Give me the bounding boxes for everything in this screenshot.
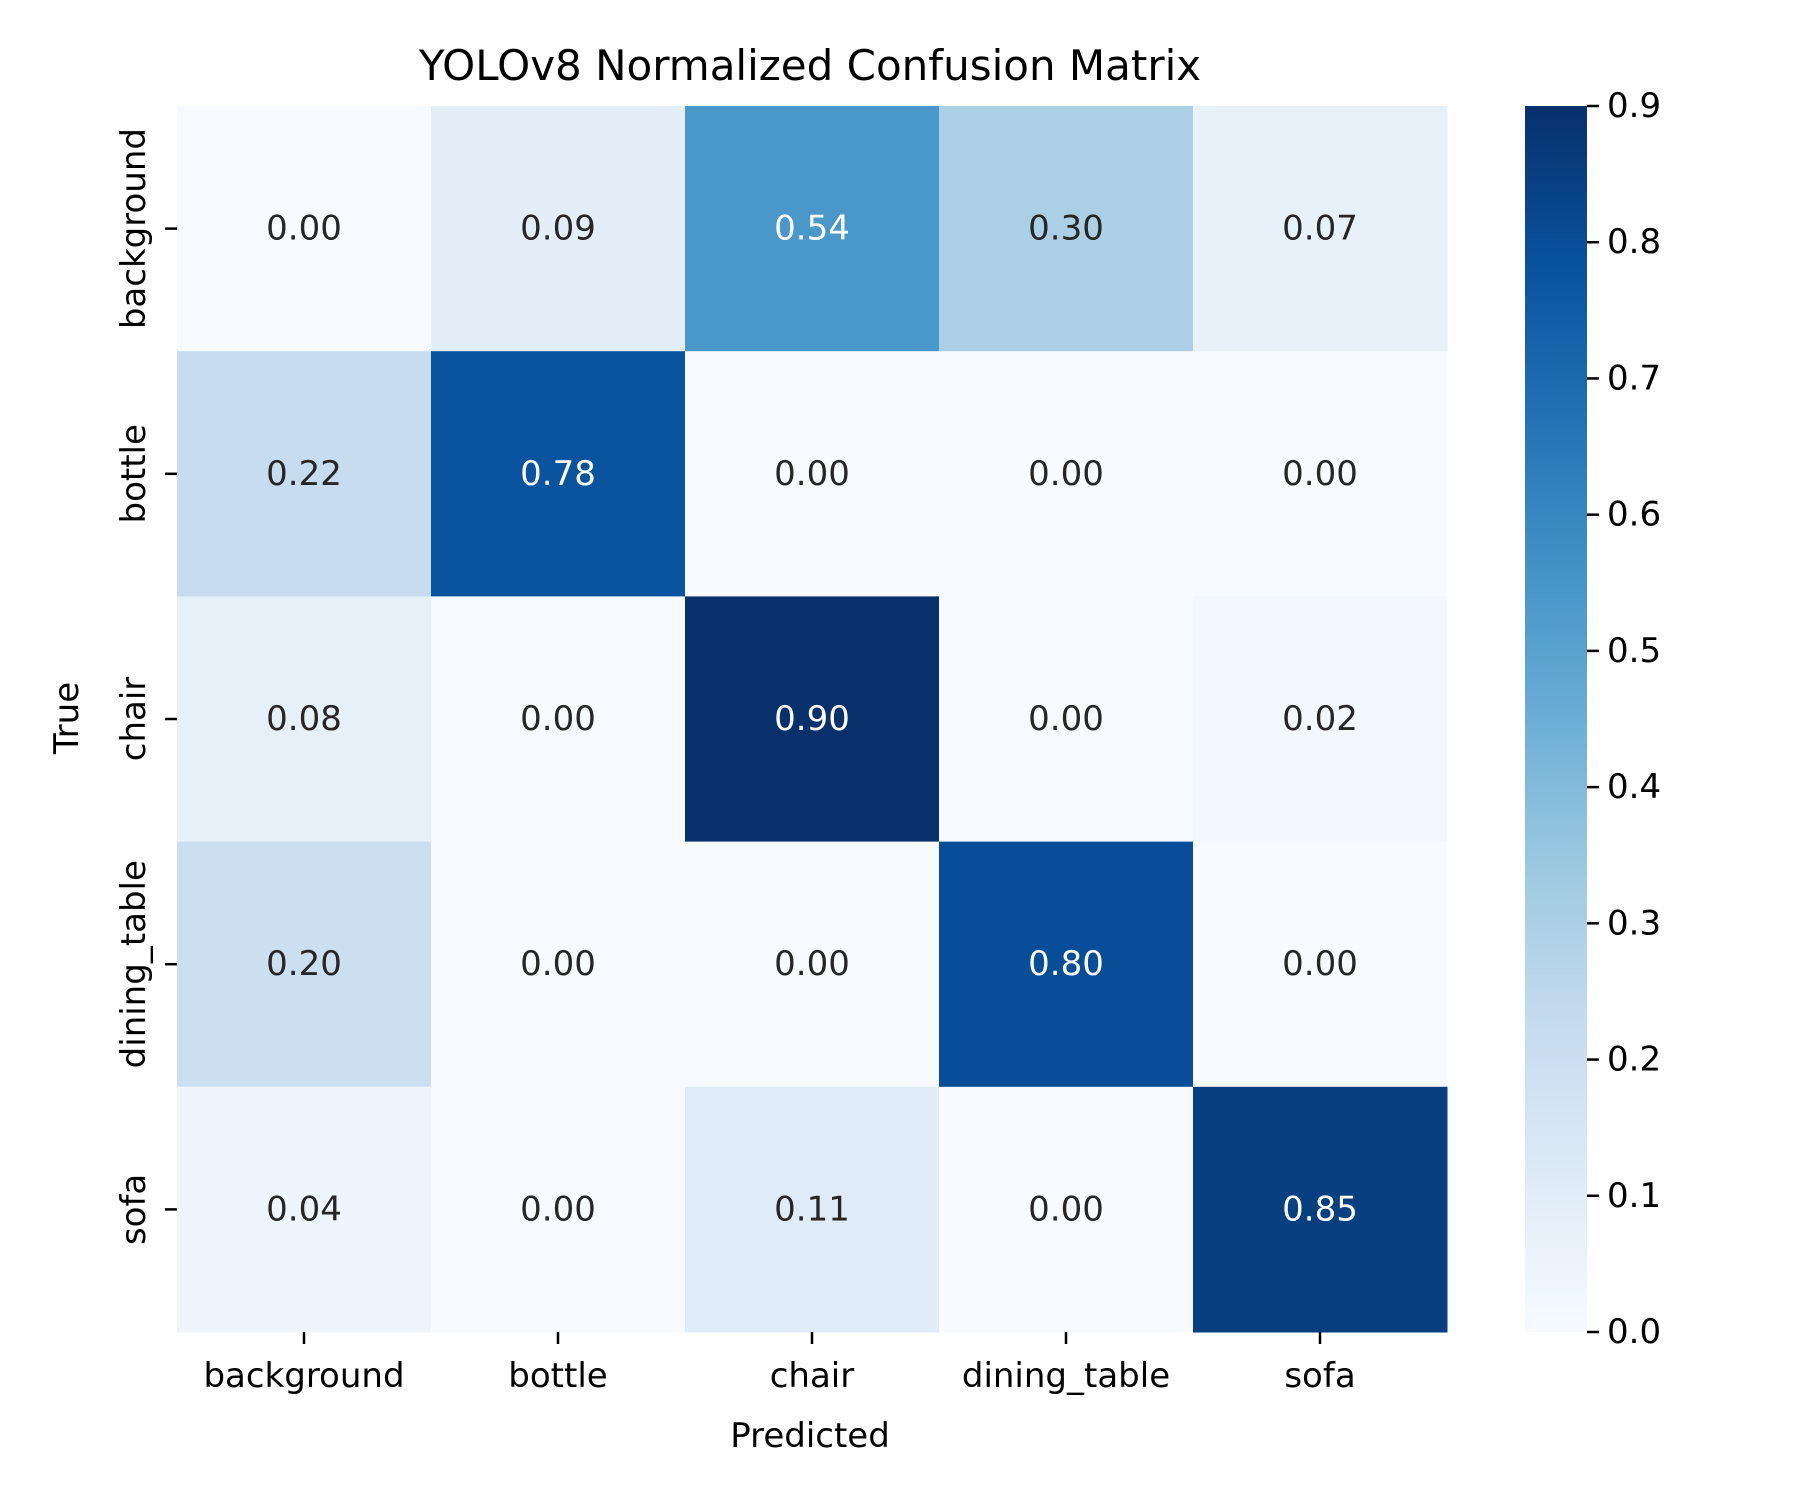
heatmap-cell (939, 841, 1194, 1088)
x-tick-label: background (203, 1356, 404, 1396)
cell-value-label: 0.80 (1028, 944, 1104, 984)
heatmap-cell (1193, 841, 1448, 1088)
x-axis-label: Predicted (730, 1416, 890, 1456)
heatmap-cell (685, 841, 940, 1088)
heatmap-cell (177, 1086, 432, 1333)
y-tick-label: sofa (114, 1174, 154, 1245)
y-axis-label: True (47, 682, 87, 755)
y-tick-label: dining_table (114, 860, 154, 1068)
cell-value-label: 0.54 (774, 209, 850, 249)
cell-value-label: 0.85 (1282, 1189, 1358, 1229)
cell-value-label: 0.02 (1282, 699, 1358, 739)
heatmap-cell (685, 351, 940, 597)
colorbar-tick-label: 0.7 (1607, 358, 1661, 398)
y-tick-label: bottle (114, 424, 154, 523)
heatmap-cell (431, 841, 686, 1088)
heatmap-cell (177, 841, 432, 1088)
heatmap-cell (939, 1086, 1194, 1333)
colorbar: 0.0 0.1 0.2 0.3 0.4 0.5 0.6 0.7 0.8 0.9 (1525, 86, 1661, 1352)
heatmap-cell (685, 1086, 940, 1333)
heatmap-cell (177, 596, 432, 843)
y-tick-label: background (114, 128, 154, 329)
cell-value-label: 0.08 (266, 699, 342, 739)
heatmap-cell (685, 596, 940, 843)
colorbar-tick-label: 0.1 (1607, 1176, 1661, 1216)
x-tick-label: bottle (508, 1356, 607, 1396)
cell-value-label: 0.00 (1282, 944, 1358, 984)
colorbar-ticks: 0.0 0.1 0.2 0.3 0.4 0.5 0.6 0.7 0.8 0.9 (1587, 86, 1661, 1352)
x-axis-ticks: background bottle chair dining_table sofa (203, 1332, 1356, 1396)
heatmap-cell (431, 106, 686, 352)
colorbar-tick-label: 0.9 (1607, 86, 1661, 126)
colorbar-tick-label: 0.3 (1607, 903, 1661, 943)
cell-value-label: 0.09 (520, 209, 596, 249)
cell-labels: 0.00 0.09 0.54 0.30 0.07 0.22 0.78 0.00 0.00 0.00… (266, 209, 1358, 1230)
cell-value-label: 0.00 (1028, 699, 1104, 739)
cell-value-label: 0.22 (266, 454, 342, 494)
heatmap-cell (1193, 351, 1448, 597)
y-tick-label: chair (114, 677, 154, 762)
cell-value-label: 0.00 (266, 209, 342, 249)
cell-value-label: 0.00 (774, 454, 850, 494)
cell-value-label: 0.30 (1028, 209, 1104, 249)
cell-value-label: 0.07 (1282, 209, 1358, 249)
heatmap-cell (1193, 596, 1448, 843)
colorbar-tick-label: 0.0 (1607, 1312, 1661, 1352)
cell-value-label: 0.78 (520, 454, 596, 494)
heatmap-cell (177, 351, 432, 597)
colorbar-tick-label: 0.4 (1607, 767, 1661, 807)
cell-value-label: 0.00 (1028, 454, 1104, 494)
heatmap-cell (939, 596, 1194, 843)
colorbar-tick-label: 0.2 (1607, 1040, 1661, 1080)
cell-value-label: 0.20 (266, 944, 342, 984)
heatmap-cell (1193, 106, 1448, 352)
cell-value-label: 0.11 (774, 1189, 850, 1229)
x-tick-label: sofa (1284, 1356, 1355, 1396)
cell-value-label: 0.00 (1282, 454, 1358, 494)
colorbar-gradient-bar (1525, 106, 1587, 1332)
heatmap-cell (1193, 1086, 1448, 1333)
colorbar-tick-label: 0.6 (1607, 495, 1661, 535)
heatmap-cell (939, 106, 1194, 352)
colorbar-tick-label: 0.8 (1607, 222, 1661, 262)
heatmap-cell (431, 596, 686, 843)
cell-value-label: 0.00 (520, 944, 596, 984)
heatmap-cell (431, 351, 686, 597)
colorbar-tick-label: 0.5 (1607, 631, 1661, 671)
cell-value-label: 0.00 (520, 1189, 596, 1229)
x-tick-label: dining_table (962, 1356, 1170, 1396)
heatmap-cells (177, 106, 1448, 1333)
heatmap-cell (177, 106, 432, 352)
heatmap-cell (939, 351, 1194, 597)
x-tick-label: chair (770, 1356, 855, 1396)
chart-title: YOLOv8 Normalized Confusion Matrix (418, 41, 1201, 90)
cell-value-label: 0.00 (1028, 1189, 1104, 1229)
cell-value-label: 0.04 (266, 1189, 342, 1229)
heatmap-cell (685, 106, 940, 352)
cell-value-label: 0.00 (774, 944, 850, 984)
heatmap-cell (431, 1086, 686, 1333)
cell-value-label: 0.00 (520, 699, 596, 739)
cell-value-label: 0.90 (774, 699, 850, 739)
